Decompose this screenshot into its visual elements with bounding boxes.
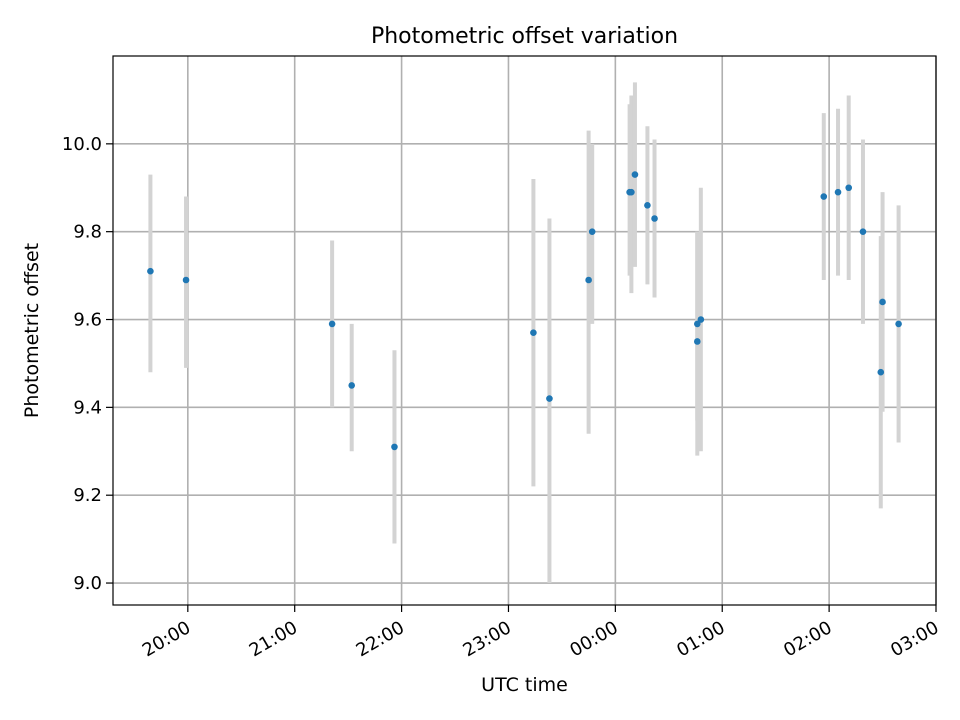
y-tick-label: 10.0 [62, 134, 102, 155]
data-point [693, 338, 701, 345]
y-tick-label: 9.4 [73, 397, 102, 418]
data-point [182, 276, 190, 284]
data-point [834, 188, 842, 196]
data-point [328, 320, 336, 328]
data-point [631, 171, 639, 178]
data-point [895, 320, 902, 328]
x-axis-label: UTC time [481, 674, 568, 696]
y-tick-label: 9.2 [73, 485, 102, 506]
y-axis-label: Photometric offset [21, 243, 43, 418]
data-point [530, 329, 537, 336]
y-axis-ticks: 9.0 9.2 9.4 9.6 9.8 10.0 [62, 134, 113, 594]
data-point [391, 443, 398, 451]
data-point [693, 320, 701, 328]
data-point [644, 202, 651, 209]
data-point [845, 184, 853, 192]
data-point [651, 215, 658, 222]
data-points [147, 171, 902, 451]
data-point [859, 228, 867, 235]
data-point [628, 188, 635, 196]
data-point [147, 267, 154, 275]
data-point [348, 382, 356, 389]
y-tick-label: 9.0 [73, 573, 102, 594]
grid [113, 56, 937, 605]
data-point [820, 193, 828, 200]
data-point [585, 276, 592, 284]
data-point [546, 395, 553, 402]
data-point [879, 298, 886, 306]
chart-title: Photometric offset variation [371, 24, 678, 49]
data-point [877, 368, 885, 376]
data-point [588, 228, 596, 235]
data-point [697, 316, 705, 323]
y-tick-label: 9.6 [73, 310, 102, 331]
plot-frame [112, 55, 937, 606]
y-tick-label: 9.8 [73, 222, 102, 243]
